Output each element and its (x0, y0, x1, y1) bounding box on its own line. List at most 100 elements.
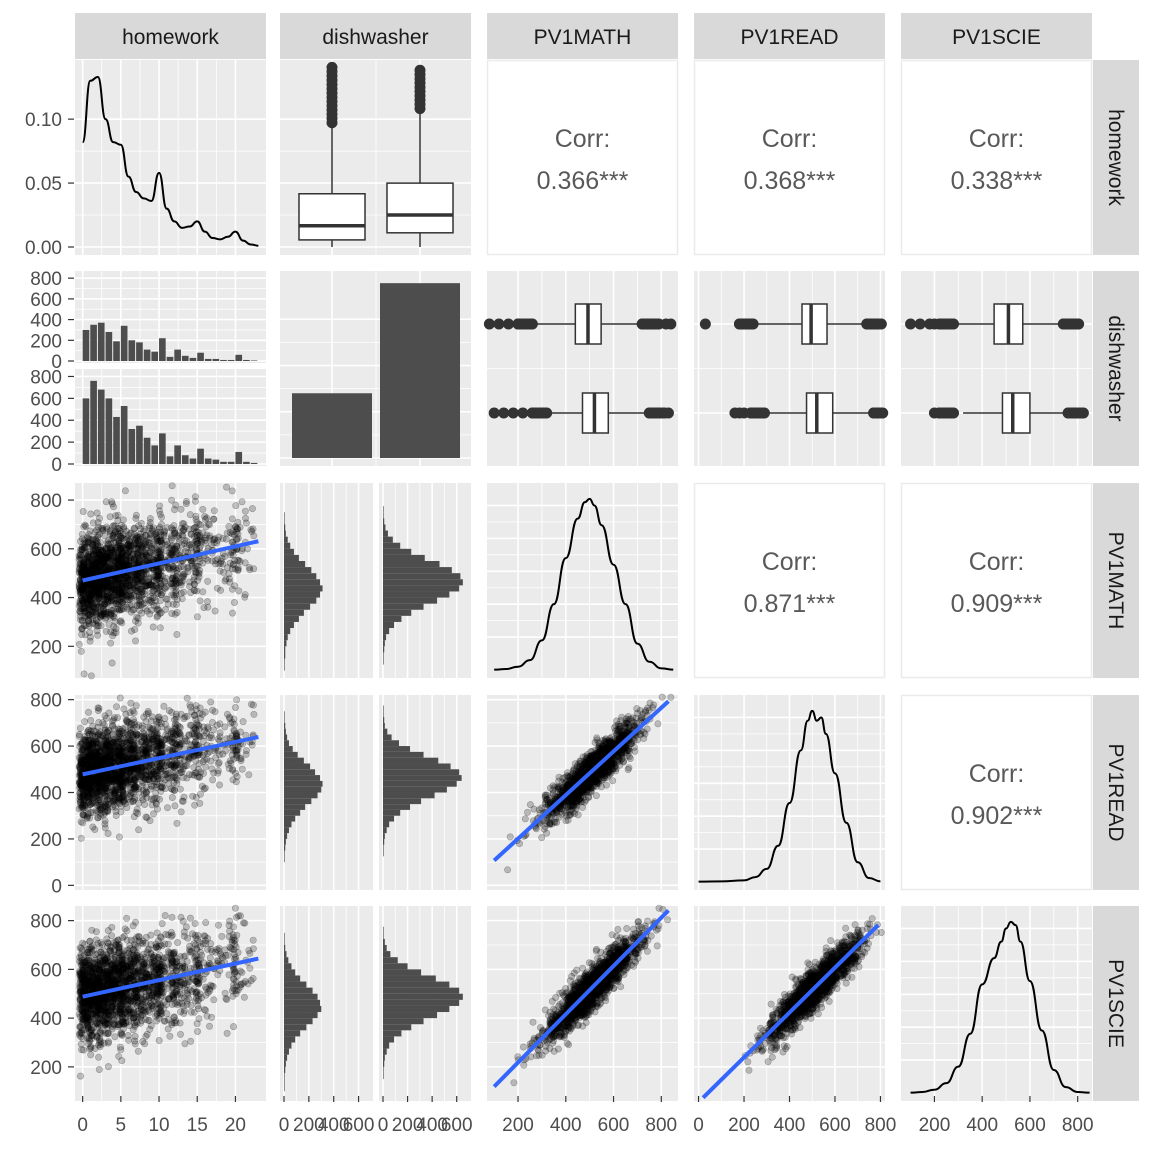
scatter-point (183, 774, 191, 782)
scatter-point (78, 546, 86, 554)
scatter-point (190, 726, 198, 734)
corr-panel: Corr:0.338*** (900, 59, 1093, 256)
hist-bar (243, 359, 250, 361)
scatter-point (176, 766, 184, 774)
scatter-point (76, 562, 84, 570)
scatter-point (84, 582, 92, 590)
hist-bar (181, 355, 189, 361)
scatter-point (78, 569, 86, 577)
scatter-point (238, 765, 246, 773)
scatter-point (85, 596, 93, 604)
scatter-point (77, 588, 85, 596)
scatter-point (89, 588, 97, 596)
scatter-point (84, 567, 92, 575)
scatter-point (89, 581, 97, 589)
y-tick-label: 0 (51, 876, 62, 897)
scatter-point (178, 524, 186, 532)
scatter-point (85, 1034, 93, 1042)
scatter-point (81, 631, 89, 639)
scatter-point (78, 624, 86, 632)
scatter-point (85, 550, 93, 558)
scatter-point (78, 566, 86, 574)
scatter-point (80, 569, 88, 577)
y-tick-label: 600 (30, 540, 62, 561)
y-tick-label: 800 (30, 691, 62, 712)
hist-bar (90, 324, 97, 361)
outlier-point (699, 318, 711, 330)
corr-value: 0.338*** (951, 167, 1043, 195)
scatter-point (82, 539, 90, 547)
scatter-point (107, 639, 115, 647)
scatter-point (199, 751, 207, 759)
scatter-point (80, 563, 88, 571)
scatter-point (84, 597, 92, 605)
scatter-point (80, 607, 88, 615)
scatter-point (114, 599, 122, 607)
scatter-point (89, 535, 97, 543)
scatter-point (92, 748, 100, 756)
scatter-point (247, 700, 255, 708)
outlier-point (665, 318, 677, 330)
outlier-point (493, 318, 505, 330)
scatter-point (89, 550, 97, 558)
scatter-point (183, 694, 191, 702)
scatter-point (77, 586, 85, 594)
scatter-point (76, 587, 84, 595)
corr-panel: Corr:0.368*** (693, 59, 886, 256)
hist-bar (227, 461, 235, 464)
row-strip-dishwasher (1093, 271, 1139, 466)
panel-homework-density (75, 60, 266, 255)
outlier-point (1077, 407, 1089, 419)
scatter-point (89, 540, 97, 548)
scatter-point (88, 596, 96, 604)
scatter-point (221, 723, 229, 731)
outlier-point (651, 318, 663, 330)
scatter-point (153, 805, 161, 813)
scatter-point (88, 600, 96, 608)
scatter-point (79, 507, 87, 515)
y-tick-label: 400 (30, 311, 62, 332)
outlier-point (488, 407, 500, 419)
scatter-point (169, 729, 177, 737)
scatter-point (114, 516, 122, 524)
box (1001, 392, 1031, 434)
scatter-point (83, 609, 91, 617)
scatter-point (87, 561, 95, 569)
y-tick-label: 0 (51, 352, 62, 373)
scatter-point (221, 552, 229, 560)
scatter-point (85, 592, 93, 600)
box (805, 392, 834, 434)
panel-homework-hist-by-dishwasher (75, 271, 266, 466)
scatter-point (80, 546, 88, 554)
scatter-point (77, 609, 85, 617)
scatter-point (88, 557, 96, 565)
scatter-point (81, 563, 89, 571)
scatter-point (245, 771, 253, 779)
scatter-point (82, 587, 90, 595)
scatter-point (245, 563, 253, 571)
scatter-point (116, 618, 124, 626)
scatter-point (85, 1015, 93, 1023)
corr-value: 0.366*** (537, 167, 629, 195)
scatter-point (84, 610, 92, 618)
scatter-point (87, 539, 95, 547)
outlier-point (746, 318, 758, 330)
scatter-point (79, 570, 87, 578)
scatter-point (144, 553, 152, 561)
scatter-point (129, 724, 137, 732)
scatter-point (145, 743, 153, 751)
scatter-point (89, 566, 97, 574)
hist-bar (250, 360, 258, 361)
scatter-point (87, 582, 95, 590)
scatter-point (202, 763, 210, 771)
scatter-point (81, 565, 89, 573)
scatter-point (82, 593, 90, 601)
scatter-point (241, 507, 249, 515)
scatter-point (77, 568, 85, 576)
y-tick-label: 600 (30, 290, 62, 311)
scatter-point (77, 551, 85, 559)
scatter-point (76, 551, 84, 559)
scatter-point (147, 592, 155, 600)
y-tick-label: 0 (51, 455, 62, 476)
